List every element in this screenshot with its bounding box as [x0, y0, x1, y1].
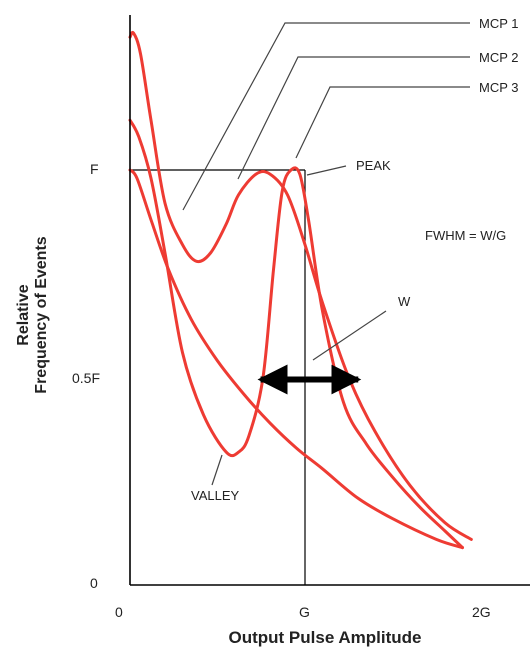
x-tick-label-zero: 0 [115, 604, 123, 620]
w-leader-line [312, 310, 387, 361]
fwhm-formula: FWHM = W/G [425, 228, 506, 243]
y-axis-title-line1: Relative [15, 284, 32, 345]
valley-annotation: VALLEY [191, 488, 240, 503]
peak-annotation: PEAK [356, 158, 391, 173]
series-line-mcp2 [128, 30, 473, 541]
mcp1-leader-line [182, 22, 470, 211]
y-tick-label-half-f: 0.5F [72, 370, 100, 386]
valley-leader-line [211, 454, 223, 486]
curves-group [128, 30, 473, 550]
w-annotation: W [398, 294, 411, 309]
mcp3-leader-line [295, 86, 470, 159]
x-axis-title: Output Pulse Amplitude [229, 628, 422, 647]
legend-label-mcp2: MCP 2 [479, 50, 519, 65]
mcp2-leader-line [237, 56, 470, 180]
x-tick-label-g: G [299, 604, 310, 620]
y-axis-title-line2: Frequency of Events [33, 236, 50, 393]
y-tick-label-f: F [90, 161, 99, 177]
x-tick-label-2g: 2G [472, 604, 491, 620]
legend-label-mcp1: MCP 1 [479, 16, 519, 31]
y-tick-label-zero: 0 [90, 575, 98, 591]
peak-leader-line [306, 165, 347, 176]
series-line-mcp3 [128, 118, 464, 550]
legend-label-mcp3: MCP 3 [479, 80, 519, 95]
